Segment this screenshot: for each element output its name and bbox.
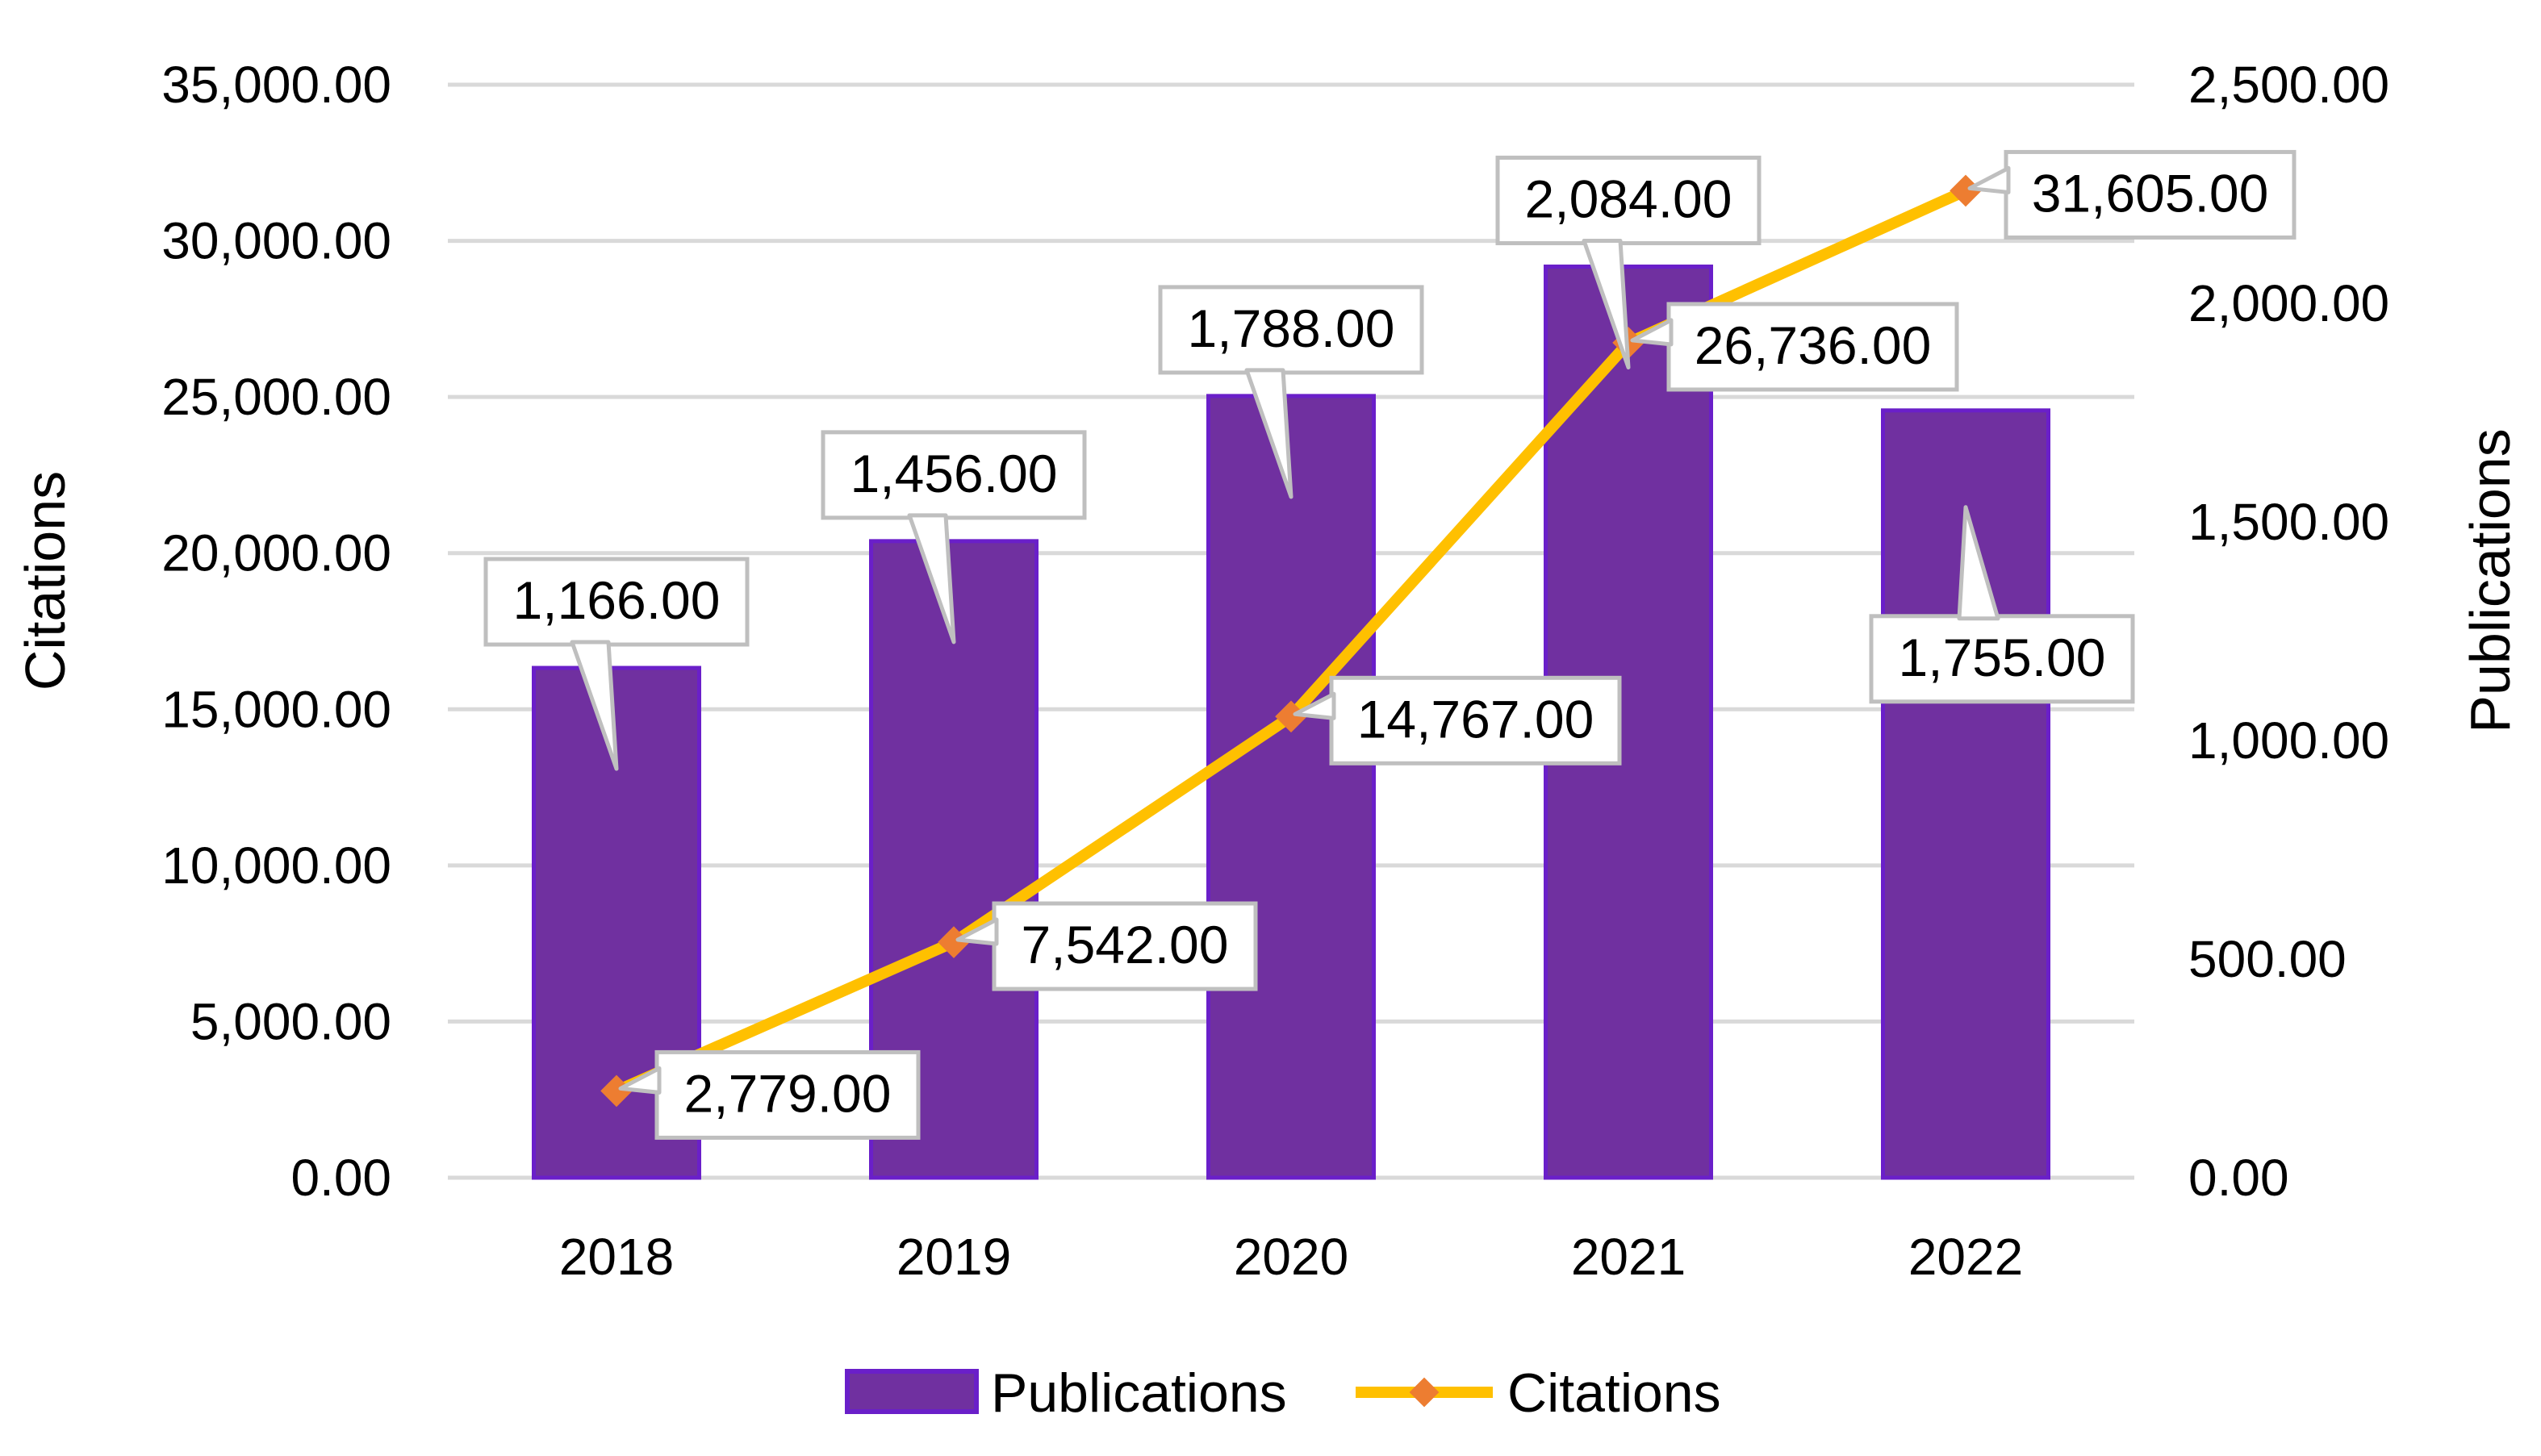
legend-publications-swatch bbox=[845, 1369, 979, 1414]
bar-label-pointer bbox=[1244, 368, 1293, 499]
left-axis-title: Citations bbox=[14, 471, 77, 690]
line-label: 14,767.00 bbox=[1293, 675, 1622, 766]
line-label-text: 14,767.00 bbox=[1357, 689, 1594, 749]
line-label-box bbox=[1329, 675, 1622, 766]
x-axis-tick-label: 2021 bbox=[1571, 1228, 1686, 1286]
bar-label: 1,166.00 bbox=[483, 557, 750, 771]
bar-label-box bbox=[1869, 614, 2135, 704]
bar-label-box bbox=[821, 430, 1087, 520]
left-axis-tick-label: 15,000.00 bbox=[161, 680, 391, 738]
right-axis-title: Publications bbox=[2459, 428, 2522, 732]
left-axis-tick-label: 20,000.00 bbox=[161, 524, 391, 582]
line-label-box bbox=[992, 901, 1258, 991]
legend-citations-marker bbox=[1409, 1377, 1440, 1408]
line-label: 2,779.00 bbox=[618, 1049, 921, 1140]
line-label-text: 31,605.00 bbox=[2032, 163, 2269, 223]
line-label-pointer bbox=[1630, 318, 1674, 347]
left-axis-tick-label: 5,000.00 bbox=[190, 992, 391, 1050]
legend-citations-label: Citations bbox=[1507, 1362, 1721, 1424]
bar-label: 1,755.00 bbox=[1869, 505, 2135, 704]
x-axis-tick-label: 2020 bbox=[1234, 1228, 1348, 1286]
right-axis-tick-label: 2,000.00 bbox=[2188, 274, 2389, 332]
line-label: 7,542.00 bbox=[955, 901, 1258, 991]
bar-label-text: 1,788.00 bbox=[1188, 298, 1395, 358]
citations-marker bbox=[938, 926, 970, 958]
right-axis-tick-label: 1,000.00 bbox=[2188, 711, 2389, 770]
data-labels: 1,166.00 1,456.00 1,788.00 2,084.00 1,755.00… bbox=[483, 149, 2297, 1140]
line-label-pointer bbox=[618, 1066, 662, 1095]
x-axis-tick-label: 2019 bbox=[896, 1228, 1011, 1286]
line-label-pointer bbox=[955, 917, 999, 946]
line-label-pointer bbox=[1293, 691, 1336, 720]
bar-label-pointer bbox=[1582, 238, 1631, 369]
citations-marker bbox=[1950, 174, 1982, 207]
bar-publications bbox=[1206, 394, 1376, 1180]
bar-label-pointer bbox=[1957, 505, 2000, 621]
bar-label-box bbox=[1495, 155, 1762, 245]
line-label-pointer bbox=[1967, 165, 2011, 194]
line-label-box bbox=[654, 1049, 921, 1140]
bar-label-box bbox=[1158, 285, 1424, 375]
right-axis-tick-label: 1,500.00 bbox=[2188, 493, 2389, 551]
line-label-text: 26,736.00 bbox=[1695, 315, 1932, 375]
right-axis-ticks: 0.00 500.00 1,000.00 1,500.00 2,000.00 2,500.… bbox=[2188, 56, 2389, 1207]
bar-label: 2,084.00 bbox=[1495, 155, 1762, 369]
line-label-text: 2,779.00 bbox=[684, 1063, 892, 1123]
bar-label-pointer bbox=[570, 640, 619, 771]
line-label: 31,605.00 bbox=[1967, 149, 2297, 240]
right-axis-tick-label: 0.00 bbox=[2188, 1149, 2289, 1207]
left-axis-tick-label: 10,000.00 bbox=[161, 836, 391, 895]
left-axis-tick-label: 25,000.00 bbox=[161, 368, 391, 426]
left-axis-tick-label: 0.00 bbox=[290, 1149, 391, 1207]
legend: Publications Citations bbox=[845, 1362, 1721, 1424]
bar-label-box bbox=[483, 557, 750, 647]
line-label-box bbox=[2004, 149, 2297, 240]
x-axis-tick-label: 2022 bbox=[1908, 1228, 2023, 1286]
right-axis-tick-label: 500.00 bbox=[2188, 930, 2347, 988]
right-axis-tick-label: 2,500.00 bbox=[2188, 56, 2389, 114]
citations-marker bbox=[1275, 700, 1307, 733]
line-label-box bbox=[1666, 302, 1959, 392]
bar-label-text: 1,755.00 bbox=[1899, 628, 2106, 687]
bar-label-text: 1,166.00 bbox=[513, 570, 721, 630]
legend-publications-label: Publications bbox=[991, 1362, 1287, 1424]
x-axis-ticks: 2018 2019 2020 2021 2022 bbox=[559, 1228, 2023, 1286]
bar-label-pointer bbox=[907, 513, 956, 645]
left-axis-tick-label: 30,000.00 bbox=[161, 212, 391, 270]
bar-label-text: 2,084.00 bbox=[1525, 169, 1732, 228]
bar-label: 1,788.00 bbox=[1158, 285, 1424, 499]
citations-marker bbox=[600, 1074, 633, 1108]
bar-label: 1,456.00 bbox=[821, 430, 1087, 645]
line-label-text: 7,542.00 bbox=[1022, 915, 1229, 974]
line-label: 26,736.00 bbox=[1630, 302, 1959, 392]
bar-label-text: 1,456.00 bbox=[850, 444, 1058, 503]
left-axis-tick-label: 35,000.00 bbox=[161, 56, 391, 114]
left-axis-ticks: 0.00 5,000.00 10,000.00 15,000.00 20,000.00 2… bbox=[161, 56, 391, 1207]
x-axis-tick-label: 2018 bbox=[559, 1228, 674, 1286]
